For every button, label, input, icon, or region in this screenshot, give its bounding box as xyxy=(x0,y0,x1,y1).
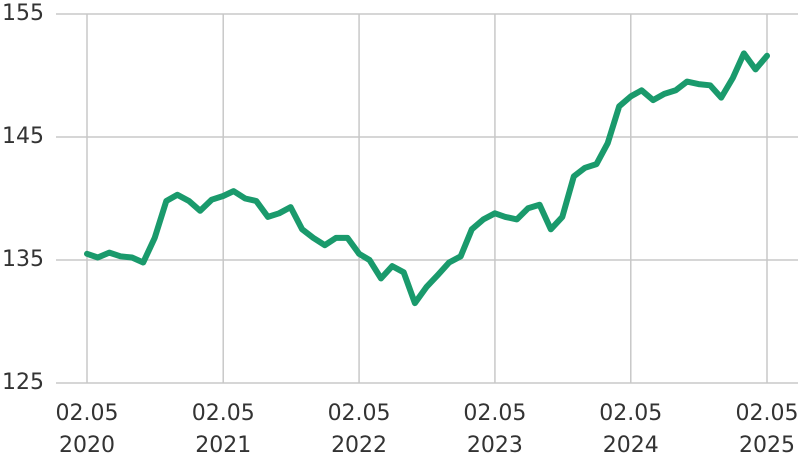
y-tick-label: 135 xyxy=(2,247,44,272)
line-series xyxy=(84,50,770,307)
x-tick-label: 02.05 2021 xyxy=(191,401,255,458)
x-tick-label: 02.05 2023 xyxy=(463,401,527,458)
y-tick-label: 145 xyxy=(2,124,44,149)
x-tick-label: 02.05 2022 xyxy=(327,401,391,458)
x-tick-label: 02.05 2025 xyxy=(735,401,798,458)
y-tick-label: 125 xyxy=(2,370,44,395)
x-tick-label: 02.05 2024 xyxy=(599,401,663,458)
y-tick-label: 155 xyxy=(2,1,44,26)
x-tick-label: 02.05 2020 xyxy=(55,401,119,458)
